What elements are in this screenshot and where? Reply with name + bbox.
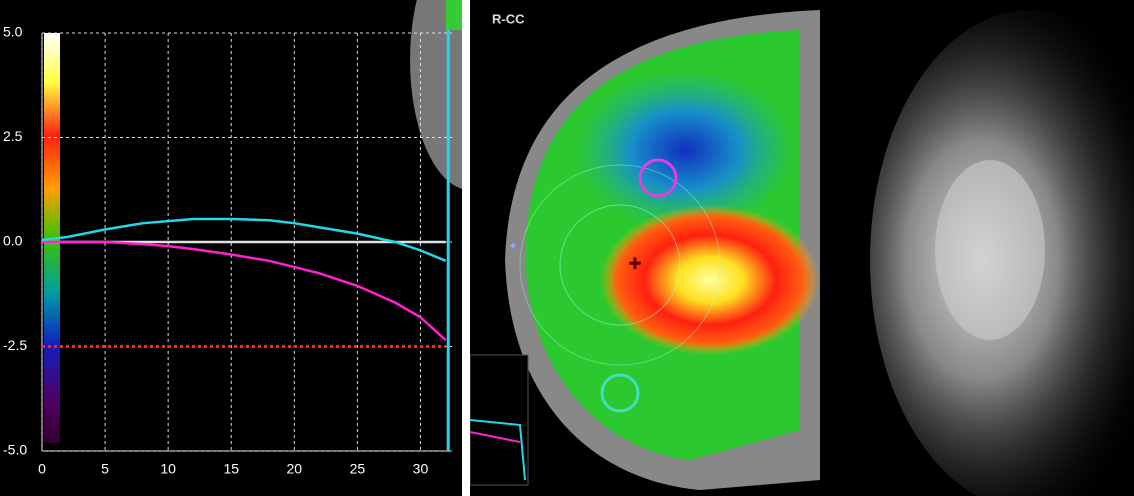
- x-tick-label: 15: [223, 461, 239, 477]
- x-tick-label: 10: [160, 461, 176, 477]
- y-tick-label: 2.5: [3, 128, 23, 144]
- x-tick-label: 25: [350, 461, 366, 477]
- page: -5.0 -2.5 0.0 2.5 5.0 0 5 10 15 20 25 30 ✚ ✦ R-CC: [0, 0, 1134, 496]
- hot-region: [600, 205, 820, 355]
- x-tick-label: 30: [413, 461, 429, 477]
- image-label: R-CC: [492, 11, 525, 26]
- dense-tissue: [935, 160, 1045, 340]
- image-fragment: [446, 0, 462, 30]
- x-tick-label: 20: [287, 461, 303, 477]
- series-line: [42, 242, 446, 340]
- chart: -5.0 -2.5 0.0 2.5 5.0 0 5 10 15 20 25 30: [0, 0, 462, 496]
- x-tick-label: 5: [101, 461, 109, 477]
- y-tick-label: -5.0: [3, 442, 27, 458]
- image-panel: ✚ ✦ R-CC: [470, 0, 1134, 496]
- y-tick-label: -2.5: [3, 337, 27, 353]
- x-tick-label: 0: [38, 461, 46, 477]
- y-tick-label: 5.0: [3, 24, 23, 40]
- nipple-mark: ✦: [508, 239, 518, 253]
- y-tick-label: 0.0: [3, 233, 23, 249]
- series-line: [42, 219, 446, 261]
- center-mark: ✚: [628, 256, 641, 273]
